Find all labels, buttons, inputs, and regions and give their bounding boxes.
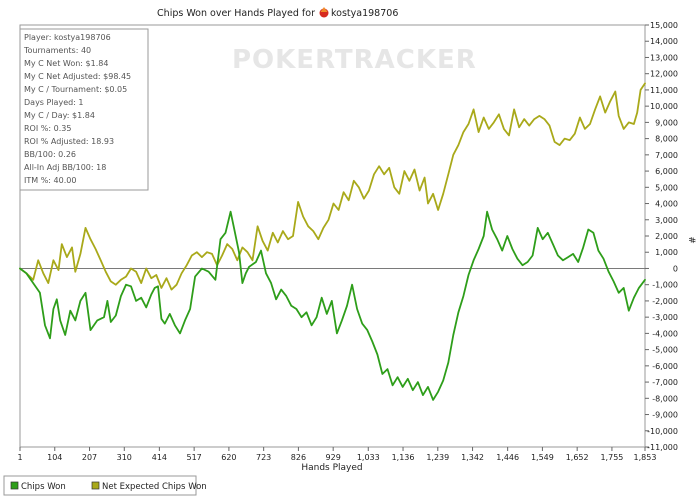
y-tick-label: 8,000 [655, 135, 678, 144]
player-icon [319, 7, 329, 18]
legend-item-net-expected[interactable]: Net Expected Chips Won [91, 481, 207, 492]
y-tick-label: 2,000 [655, 232, 678, 241]
series-line-net-expected-chips-won [19, 82, 646, 291]
stats-line: Days Played: 1 [24, 98, 84, 107]
x-tick-label: 207 [82, 453, 97, 462]
y-tick-label: 5,000 [655, 183, 678, 192]
y-tick-label: 3,000 [655, 216, 678, 225]
y-tick-label: 1,000 [655, 248, 678, 257]
x-tick-label: 517 [186, 453, 201, 462]
y-tick-label: 10,000 [650, 102, 678, 111]
y-tick-label: -1,000 [652, 281, 678, 290]
y-tick-label: -6,000 [652, 362, 678, 371]
x-tick-label: 1,549 [531, 453, 554, 462]
y-tick-label: 6,000 [655, 167, 678, 176]
stats-line: Tournaments: 40 [23, 46, 91, 55]
legend-swatch-net-expected [91, 481, 100, 490]
x-tick-label: 1,136 [392, 453, 415, 462]
y-tick-label: 9,000 [655, 118, 678, 127]
chart-player-name: kostya198706 [331, 8, 398, 19]
x-axis-title: Hands Played [301, 463, 362, 473]
y-tick-label: 7,000 [655, 151, 678, 160]
x-tick-label: 1,033 [357, 453, 380, 462]
y-axis: 15,000 14,000 13,000 12,000 11,000 10,000 9,00… [645, 21, 678, 452]
stats-line: ROI % Adjusted: 18.93 [24, 137, 114, 146]
x-tick-label: 929 [326, 453, 341, 462]
x-tick-label: 620 [221, 453, 236, 462]
y-axis-title: # [686, 236, 696, 244]
x-tick-label: 104 [47, 453, 62, 462]
legend-label-net-expected: Net Expected Chips Won [102, 482, 207, 492]
chart-title: Chips Won over Hands Played for [157, 8, 315, 19]
stats-box: Player: kostya198706 Tournaments: 40 My C … [19, 28, 149, 191]
stats-line: All-In Adj BB/100: 18 [24, 163, 106, 172]
x-tick-label: 1,853 [634, 453, 657, 462]
y-tick-label: 4,000 [655, 200, 678, 209]
y-tick-label: -8,000 [652, 394, 678, 403]
stats-line: ITM %: 40.00 [24, 176, 76, 185]
x-axis: 1 104 207 310 414 517 620 723 826 929 1,033 1,136 1,… [17, 447, 656, 462]
stats-line: Player: kostya198706 [24, 33, 111, 42]
x-tick-label: 414 [152, 453, 167, 462]
stats-line: ROI %: 0.35 [24, 124, 71, 133]
y-tick-label: -7,000 [652, 378, 678, 387]
x-tick-label: 1 [17, 453, 22, 462]
x-tick-label: 1,446 [496, 453, 519, 462]
x-tick-label: 826 [291, 453, 306, 462]
stats-line: My C / Tournament: $0.05 [24, 85, 127, 94]
y-tick-label: 13,000 [650, 53, 678, 62]
stats-line: BB/100: 0.26 [24, 150, 76, 159]
legend-swatch-chips-won [10, 481, 19, 490]
y-tick-label: 14,000 [650, 37, 678, 46]
x-tick-label: 1,342 [461, 453, 484, 462]
x-tick-label: 1,239 [426, 453, 449, 462]
x-tick-label: 1,755 [600, 453, 623, 462]
y-tick-label: -3,000 [652, 313, 678, 322]
y-tick-label: 15,000 [650, 21, 678, 30]
legend: Chips Won Net Expected Chips Won [3, 475, 207, 496]
y-tick-label: -4,000 [652, 329, 678, 338]
x-tick-label: 1,652 [566, 453, 589, 462]
y-tick-label: -10,000 [647, 427, 678, 436]
y-tick-label: -2,000 [652, 297, 678, 306]
series-layer [19, 82, 646, 401]
x-tick-label: 723 [256, 453, 271, 462]
y-tick-label: -11,000 [647, 443, 678, 452]
y-tick-label: -5,000 [652, 346, 678, 355]
stats-line: My C / Day: $1.84 [24, 111, 95, 120]
stats-line: My C Net Won: $1.84 [24, 59, 108, 68]
legend-label-chips-won: Chips Won [21, 482, 66, 492]
watermark: POKERTRACKER [232, 45, 477, 75]
y-tick-label: -9,000 [652, 411, 678, 420]
y-tick-label: 12,000 [650, 70, 678, 79]
series-line-chips-won [19, 210, 646, 401]
y-tick-label: 11,000 [650, 86, 678, 95]
stats-line: My C Net Adjusted: $98.45 [24, 72, 131, 81]
legend-item-chips-won[interactable]: Chips Won [10, 481, 66, 492]
y-tick-label: 0 [673, 264, 678, 273]
x-tick-label: 310 [117, 453, 132, 462]
